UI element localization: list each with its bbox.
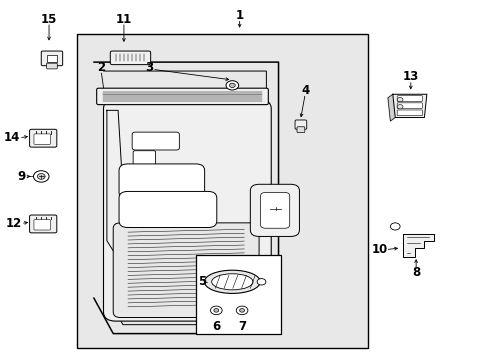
FancyBboxPatch shape: [34, 220, 50, 230]
Text: 15: 15: [41, 13, 57, 26]
Circle shape: [239, 309, 244, 312]
Circle shape: [396, 98, 402, 102]
Circle shape: [213, 309, 218, 312]
Circle shape: [37, 174, 45, 179]
FancyBboxPatch shape: [132, 132, 179, 150]
FancyBboxPatch shape: [260, 193, 289, 228]
Polygon shape: [392, 94, 426, 117]
FancyBboxPatch shape: [110, 51, 150, 64]
Circle shape: [210, 306, 222, 315]
FancyBboxPatch shape: [396, 103, 422, 109]
Text: 9: 9: [17, 170, 25, 183]
Polygon shape: [387, 94, 394, 121]
FancyBboxPatch shape: [113, 223, 259, 318]
Circle shape: [225, 81, 238, 90]
FancyBboxPatch shape: [250, 184, 299, 237]
Text: 7: 7: [238, 320, 245, 333]
Ellipse shape: [211, 274, 252, 290]
Polygon shape: [107, 111, 122, 258]
FancyBboxPatch shape: [30, 129, 57, 147]
FancyBboxPatch shape: [34, 134, 50, 144]
Circle shape: [396, 105, 402, 109]
FancyBboxPatch shape: [294, 120, 306, 129]
Polygon shape: [402, 234, 433, 257]
FancyBboxPatch shape: [46, 55, 57, 62]
FancyBboxPatch shape: [30, 215, 57, 233]
FancyBboxPatch shape: [133, 151, 155, 165]
Circle shape: [257, 279, 265, 285]
FancyBboxPatch shape: [396, 110, 422, 116]
Text: 3: 3: [145, 61, 153, 74]
Text: 5: 5: [197, 275, 205, 288]
FancyBboxPatch shape: [119, 192, 216, 228]
Text: 10: 10: [371, 243, 387, 256]
Text: 1: 1: [235, 9, 243, 22]
Text: 6: 6: [212, 320, 220, 333]
FancyBboxPatch shape: [97, 88, 268, 105]
Text: 2: 2: [97, 61, 105, 74]
Text: 4: 4: [301, 84, 309, 97]
Text: 12: 12: [6, 217, 22, 230]
Circle shape: [33, 171, 49, 182]
FancyBboxPatch shape: [103, 100, 271, 321]
Circle shape: [229, 83, 235, 87]
Ellipse shape: [204, 270, 260, 293]
Text: 14: 14: [4, 131, 20, 144]
FancyBboxPatch shape: [119, 164, 204, 199]
Text: 11: 11: [116, 13, 132, 26]
FancyBboxPatch shape: [296, 127, 304, 132]
FancyBboxPatch shape: [46, 63, 57, 69]
FancyBboxPatch shape: [41, 51, 62, 66]
Circle shape: [236, 306, 247, 315]
FancyBboxPatch shape: [77, 33, 368, 348]
Text: 13: 13: [402, 70, 418, 83]
FancyBboxPatch shape: [396, 96, 422, 102]
Circle shape: [389, 223, 399, 230]
FancyBboxPatch shape: [196, 255, 281, 334]
Text: 8: 8: [411, 266, 419, 279]
